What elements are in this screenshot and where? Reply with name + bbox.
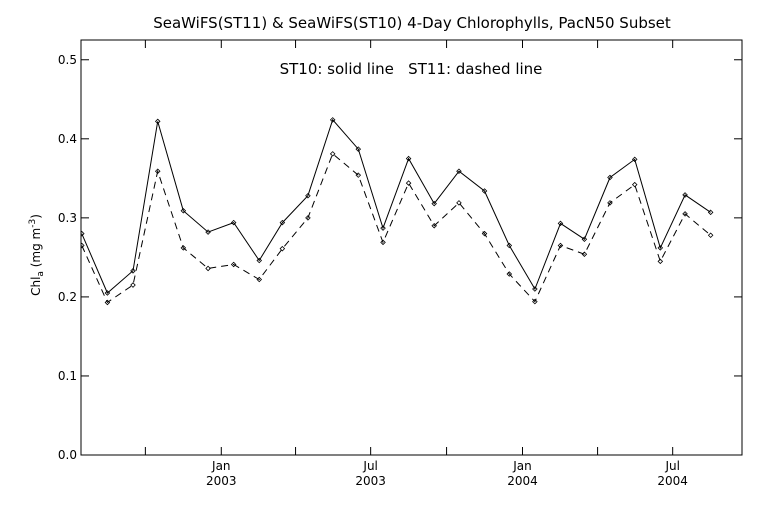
data-point (405, 180, 412, 186)
data-point (305, 215, 311, 221)
series-st11 (81, 151, 714, 306)
y-tick-label: 0.5 (58, 53, 77, 67)
data-point (81, 230, 85, 237)
chart-annotation: ST10: solid line ST11: dashed line (280, 60, 543, 78)
data-point (682, 192, 688, 198)
data-point (557, 220, 564, 227)
data-point (532, 286, 538, 292)
x-tick-year-label: 2004 (657, 474, 688, 488)
data-point (154, 118, 161, 125)
y-axis-label-close: ) (29, 214, 43, 219)
data-point (81, 242, 85, 249)
y-axis-label-units: (mg m (29, 228, 43, 271)
data-point (581, 251, 588, 257)
data-point (104, 299, 111, 306)
data-point (355, 146, 362, 152)
data-point (329, 117, 336, 123)
y-tick-label: 0.0 (58, 448, 77, 462)
y-tick-label: 0.2 (58, 290, 77, 304)
x-tick-label: Jan (512, 459, 532, 473)
y-axis-label-base: Chl (29, 277, 43, 296)
data-point (180, 245, 187, 251)
data-point (130, 282, 136, 288)
plot-frame (80, 39, 743, 456)
data-point (355, 172, 362, 178)
series-line-st10 (81, 118, 711, 294)
data-point (380, 239, 386, 246)
x-tick-year-label: 2004 (507, 474, 538, 488)
data-point (329, 151, 336, 157)
data-point (154, 168, 161, 174)
x-tick-label: Jul (362, 459, 377, 473)
data-point (256, 257, 263, 264)
data-point (256, 276, 263, 283)
data-point (180, 207, 187, 214)
data-point (657, 258, 664, 265)
series-layer (81, 117, 714, 306)
y-tick-label: 0.4 (58, 132, 77, 146)
y-axis-label-sub: a (36, 271, 46, 277)
data-point (431, 200, 437, 207)
data-point (205, 265, 211, 272)
series-st10 (81, 117, 714, 296)
data-point (130, 268, 136, 274)
data-point (607, 174, 613, 181)
data-point (380, 225, 386, 231)
chart-title: SeaWiFS(ST11) & SeaWiFS(ST10) 4-Day Chlo… (153, 14, 671, 32)
data-point (532, 298, 538, 305)
x-tick-year-label: 2003 (355, 474, 386, 488)
data-point (657, 245, 664, 251)
data-point (481, 188, 488, 194)
y-axis-label-sup: -3 (28, 219, 38, 228)
data-point (405, 155, 412, 162)
data-point (104, 290, 111, 296)
x-tick-label: Jul (664, 459, 679, 473)
y-tick-label: 0.3 (58, 211, 77, 225)
data-point (205, 229, 211, 235)
series-line-st11 (81, 152, 711, 304)
data-point (682, 211, 688, 217)
data-point (305, 192, 311, 199)
data-point (506, 271, 513, 277)
data-point (431, 222, 437, 229)
data-point (607, 200, 613, 206)
data-point (557, 242, 564, 249)
data-point (456, 200, 462, 206)
x-tick-year-label: 2003 (206, 474, 237, 488)
data-point (581, 236, 588, 242)
x-tick-label: Jan (211, 459, 231, 473)
data-point (506, 242, 513, 249)
data-point (707, 232, 714, 239)
data-point (481, 230, 488, 237)
data-point (631, 181, 638, 188)
data-point (230, 219, 237, 226)
y-axis: 0.0 0.1 0.2 0.3 0.4 0.5 (58, 53, 742, 462)
y-tick-label: 0.1 (58, 369, 77, 383)
y-axis-label: Chla (mg m-3) (28, 214, 46, 296)
data-point (631, 156, 638, 163)
data-point (279, 219, 286, 226)
data-point (279, 245, 286, 252)
data-point (456, 168, 462, 174)
data-point (707, 209, 714, 216)
data-point (230, 261, 237, 268)
